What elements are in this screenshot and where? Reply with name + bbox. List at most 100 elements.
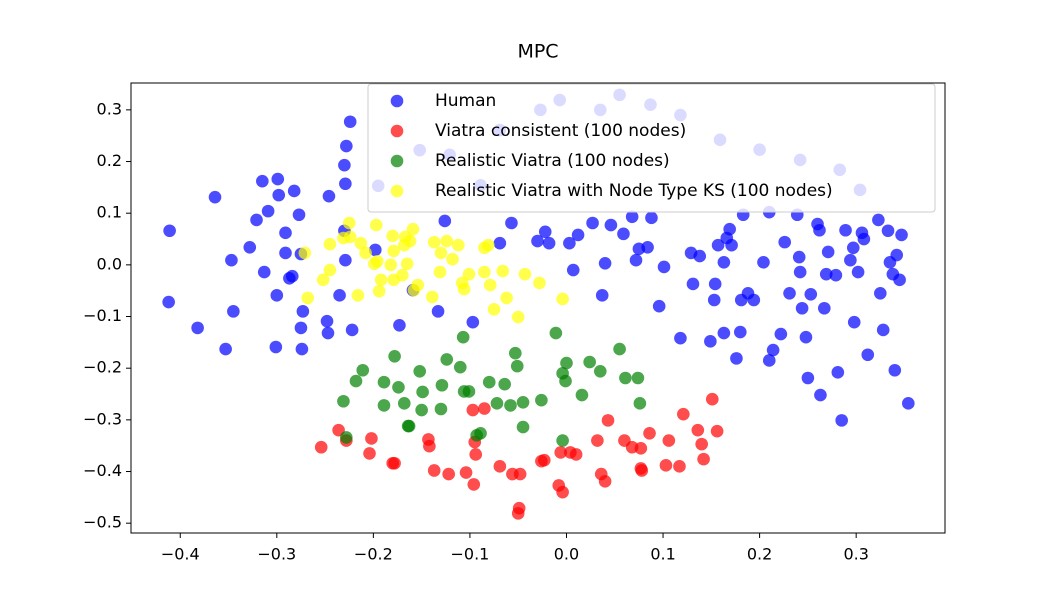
- point: [340, 139, 353, 153]
- point: [481, 238, 495, 252]
- point: [556, 434, 569, 447]
- point: [452, 238, 465, 252]
- point: [438, 214, 452, 228]
- point: [402, 419, 416, 433]
- x-tick-label: 0.2: [747, 545, 772, 564]
- point: [387, 244, 400, 258]
- point: [511, 310, 525, 324]
- point: [792, 250, 806, 264]
- point: [566, 263, 580, 277]
- point: [279, 226, 292, 240]
- point: [818, 301, 831, 315]
- point: [861, 348, 875, 362]
- point: [613, 342, 626, 356]
- point: [762, 354, 776, 367]
- point: [256, 174, 269, 188]
- point: [571, 228, 585, 242]
- point: [674, 331, 687, 345]
- point: [691, 423, 705, 437]
- point: [427, 235, 441, 249]
- legend-label: Human: [435, 91, 496, 111]
- point: [504, 399, 517, 412]
- point: [321, 326, 335, 340]
- point: [457, 385, 471, 398]
- point: [343, 115, 357, 129]
- point: [872, 213, 885, 227]
- point: [575, 388, 589, 402]
- point: [294, 321, 308, 335]
- point: [372, 284, 386, 298]
- point: [225, 253, 238, 267]
- point: [208, 190, 222, 204]
- chart-title: MPC: [517, 41, 558, 63]
- point: [629, 253, 643, 267]
- x-tick-label: −0.1: [450, 545, 489, 564]
- point: [595, 289, 609, 302]
- point: [847, 315, 861, 329]
- point: [490, 397, 504, 410]
- point: [593, 364, 607, 378]
- point: [723, 222, 736, 236]
- x-tick-label: 0.3: [843, 545, 868, 564]
- point: [487, 302, 501, 316]
- point: [227, 305, 240, 318]
- point: [795, 301, 809, 315]
- point: [559, 374, 572, 388]
- point: [298, 246, 312, 260]
- point: [583, 355, 596, 369]
- point: [271, 172, 285, 186]
- point: [693, 249, 707, 263]
- legend-marker: [390, 184, 404, 198]
- point: [814, 388, 827, 402]
- point: [440, 353, 454, 366]
- point: [839, 223, 852, 237]
- point: [466, 403, 480, 417]
- point: [333, 289, 346, 302]
- y-tick-label: −0.4: [83, 461, 122, 480]
- point: [705, 392, 719, 406]
- point: [783, 286, 796, 300]
- point: [388, 350, 401, 363]
- point: [747, 293, 761, 307]
- point: [338, 158, 351, 172]
- point: [433, 265, 447, 279]
- point: [272, 188, 286, 202]
- point: [411, 278, 425, 292]
- point: [625, 210, 639, 224]
- point: [462, 267, 476, 281]
- point: [415, 403, 428, 417]
- point: [493, 460, 507, 473]
- point: [292, 208, 306, 222]
- point: [516, 420, 530, 434]
- point: [591, 434, 604, 447]
- point: [469, 448, 483, 461]
- y-tick-label: 0.2: [97, 151, 122, 170]
- point: [368, 243, 382, 257]
- point: [397, 397, 411, 410]
- point: [707, 293, 721, 307]
- point: [631, 371, 645, 385]
- point: [446, 252, 459, 266]
- point: [819, 267, 833, 281]
- legend-label: Viatra consistent (100 nodes): [435, 121, 686, 141]
- point: [340, 431, 353, 444]
- point: [893, 273, 906, 287]
- point: [467, 478, 481, 491]
- y-tick-label: 0.1: [97, 203, 122, 222]
- point: [556, 485, 569, 499]
- point: [392, 381, 405, 394]
- point: [874, 286, 887, 300]
- point: [846, 241, 860, 255]
- point: [505, 216, 518, 230]
- point: [270, 289, 284, 302]
- legend-box: [367, 83, 936, 213]
- point: [645, 211, 658, 225]
- point: [725, 238, 738, 252]
- point: [323, 237, 337, 251]
- point: [677, 407, 690, 421]
- point: [717, 255, 731, 269]
- point: [635, 464, 649, 477]
- point: [250, 213, 263, 227]
- point: [895, 228, 908, 242]
